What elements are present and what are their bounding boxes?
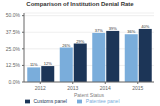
- svg-text:2014: 2014: [100, 85, 111, 91]
- svg-text:11%: 11%: [30, 62, 38, 67]
- svg-text:36%: 36%: [127, 29, 135, 34]
- svg-text:0.0%: 0.0%: [9, 79, 21, 85]
- html-text:Comparison of Institution Deni: Comparison of Institution Denial Rate: [26, 1, 134, 7]
- svg-text:12%: 12%: [44, 61, 52, 66]
- svg-text:50.0%: 50.0%: [8, 12, 21, 18]
- svg-text:2015: 2015: [132, 85, 143, 91]
- svg-text:40%: 40%: [141, 24, 149, 29]
- svg-text:2012: 2012: [35, 85, 46, 91]
- svg-text:2013: 2013: [67, 85, 78, 91]
- html-text:Patentee panel: Patentee panel: [85, 98, 120, 104]
- svg-text:37%: 37%: [95, 28, 103, 33]
- svg-text:29%: 29%: [76, 39, 84, 44]
- svg-text:Patent Status: Patent Status: [74, 92, 105, 98]
- svg-text:37.5%: 37.5%: [8, 29, 21, 35]
- svg-text:25.0%: 25.0%: [8, 46, 21, 52]
- svg-text:39%: 39%: [109, 26, 117, 31]
- html-text:Customs panel: Customs panel: [33, 98, 67, 104]
- svg-text:12.5%: 12.5%: [8, 62, 21, 68]
- svg-text:26%: 26%: [62, 43, 70, 48]
